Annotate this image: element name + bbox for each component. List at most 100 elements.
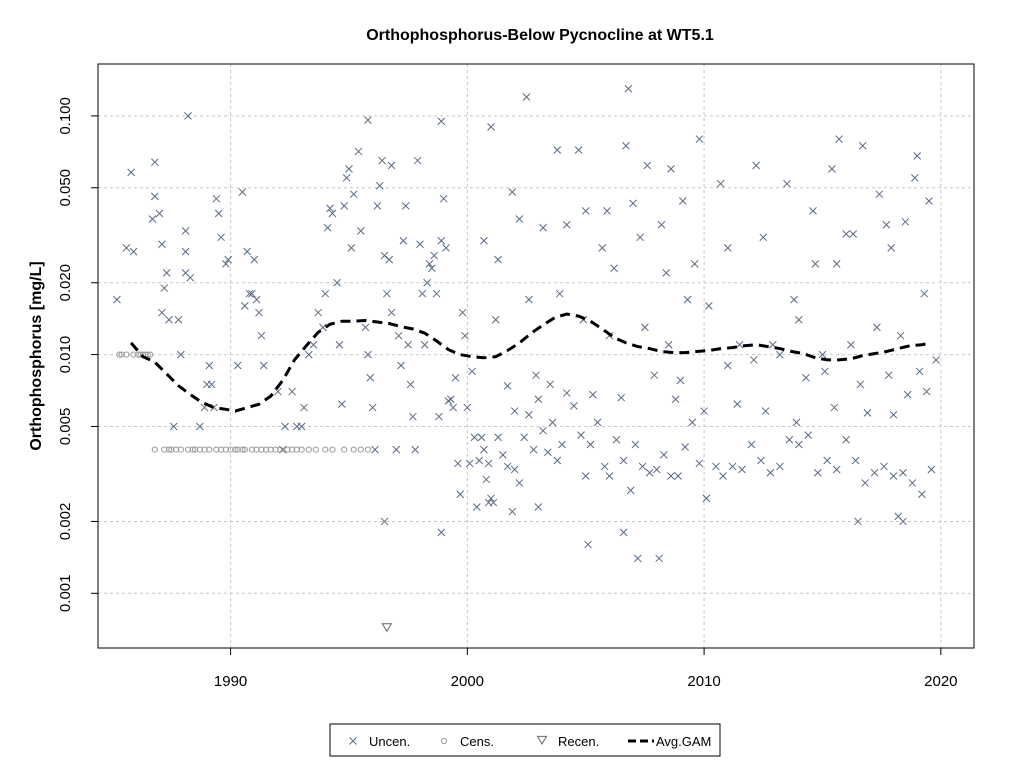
uncensored-point — [319, 323, 327, 332]
uncensored-point — [162, 269, 171, 277]
cross-stroke — [548, 418, 557, 427]
cross-stroke — [851, 456, 860, 465]
cross-stroke — [792, 418, 801, 427]
y-tick-label: 0.010 — [57, 336, 74, 374]
cross-stroke — [129, 247, 138, 256]
cross-stroke — [508, 188, 517, 196]
cross-stroke — [659, 451, 668, 459]
uncensored-point — [347, 244, 356, 252]
cross-stroke — [177, 350, 185, 359]
uncensored-point — [539, 223, 547, 232]
y-tick-label: 0.050 — [57, 169, 74, 207]
uncensored-point — [380, 517, 389, 526]
gam-trend-line — [129, 312, 927, 413]
uncensored-point — [418, 289, 427, 298]
uncensored-point — [522, 93, 531, 101]
cross-stroke — [612, 435, 621, 444]
uncensored-point — [250, 255, 259, 264]
uncensored-point — [340, 201, 349, 210]
cross-stroke — [546, 380, 555, 389]
cross-stroke — [406, 380, 415, 389]
censored-point — [341, 446, 348, 453]
cross-stroke — [759, 233, 768, 242]
uncensored-point — [335, 340, 344, 349]
cross-stroke — [321, 289, 330, 298]
cross-stroke — [364, 350, 372, 359]
cross-stroke — [657, 220, 666, 229]
uncensored-point — [830, 403, 839, 412]
uncensored-point — [165, 315, 173, 324]
uncensored-point — [321, 289, 330, 298]
cross-stroke — [210, 403, 218, 412]
uncensored-point — [297, 422, 306, 431]
cross-stroke — [127, 168, 135, 177]
cross-stroke — [667, 165, 675, 173]
cross-stroke — [768, 340, 777, 349]
cross-stroke — [631, 440, 640, 449]
cross-stroke — [371, 445, 379, 454]
uncensored-point — [858, 141, 867, 150]
cross-stroke — [243, 247, 252, 256]
uncensored-point — [361, 323, 370, 332]
uncensored-point — [619, 528, 628, 537]
cross-stroke — [553, 146, 562, 154]
uncensored-point — [404, 340, 413, 349]
cross-stroke — [401, 201, 410, 210]
uncensored-point — [525, 295, 533, 304]
uncensored-point — [304, 350, 313, 359]
cross-stroke — [910, 174, 919, 182]
legend-circle-icon — [440, 737, 448, 745]
uncensored-point — [508, 188, 517, 196]
uncensored-point — [150, 192, 159, 201]
cross-stroke — [539, 223, 547, 232]
cross-stroke — [539, 426, 547, 435]
cross-stroke — [437, 528, 446, 537]
cross-stroke — [520, 433, 529, 442]
cross-stroke — [340, 201, 349, 210]
cross-stroke — [525, 410, 533, 419]
cross-stroke — [570, 401, 578, 410]
uncensored-point — [922, 387, 931, 396]
cross-stroke — [861, 479, 869, 487]
cross-stroke — [617, 393, 626, 402]
uncensored-point — [555, 289, 564, 298]
uncensored-point — [631, 440, 640, 449]
uncensored-point — [818, 350, 827, 359]
cross-stroke — [378, 156, 386, 165]
cross-stroke — [181, 247, 190, 256]
cross-stroke — [387, 308, 396, 317]
cross-stroke — [342, 174, 351, 182]
uncensored-point — [548, 418, 557, 427]
uncensored-point — [214, 209, 223, 218]
cross-stroke — [842, 435, 851, 444]
cross-stroke — [515, 479, 524, 487]
cross-stroke — [588, 390, 597, 399]
cross-stroke — [435, 412, 443, 421]
cross-stroke — [896, 331, 905, 340]
uncensored-point — [667, 165, 675, 173]
uncensored-point — [629, 199, 637, 208]
cross-stroke — [558, 440, 566, 449]
uncensored-point — [903, 390, 912, 399]
cross-stroke — [783, 179, 791, 188]
cross-stroke — [880, 462, 888, 471]
cross-stroke — [510, 465, 519, 474]
cross-stroke — [918, 490, 926, 499]
cross-stroke — [889, 472, 898, 480]
uncensored-point — [636, 233, 645, 242]
uncensored-point — [813, 468, 822, 477]
cross-stroke — [335, 340, 344, 349]
cross-stroke — [468, 367, 476, 376]
cross-stroke — [449, 403, 457, 412]
cross-stroke — [828, 165, 836, 173]
censored-point — [241, 446, 248, 453]
legend-label: Recen. — [558, 734, 599, 749]
cross-stroke — [543, 448, 552, 457]
censored-point — [232, 446, 239, 453]
uncensored-point — [472, 503, 481, 511]
cross-stroke — [577, 431, 585, 439]
cross-stroke — [217, 233, 225, 242]
cross-stroke — [584, 540, 592, 549]
uncensored-point — [882, 220, 891, 229]
cross-stroke — [776, 350, 784, 359]
